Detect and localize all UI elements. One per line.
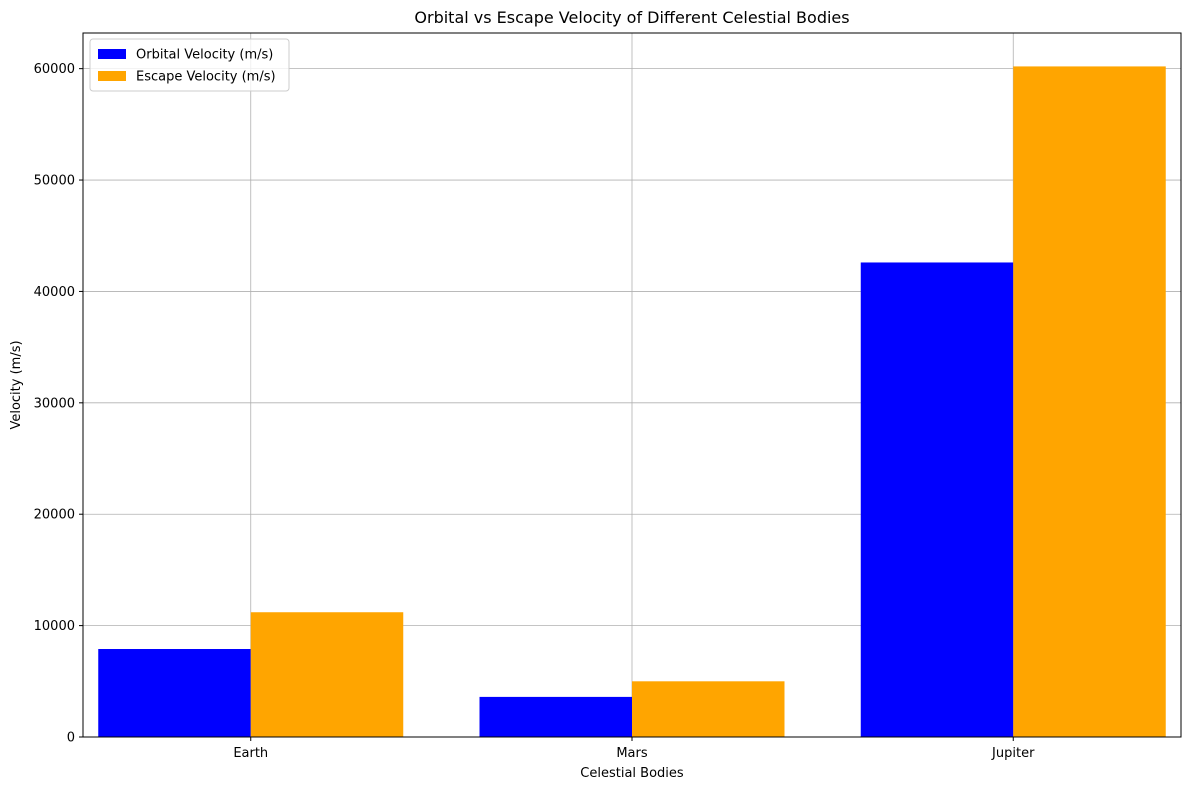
- legend-swatch: [98, 71, 126, 81]
- x-tick-label: Jupiter: [991, 746, 1035, 761]
- bar-jupiter-escape: [1013, 66, 1166, 737]
- bars: [98, 66, 1166, 737]
- y-tick-label: 40000: [34, 285, 75, 300]
- bar-earth-escape: [250, 612, 404, 737]
- bar-mars-orbital: [479, 696, 632, 737]
- y-ticks: 0 10000 20000 30000 40000 50000 60000: [34, 62, 83, 746]
- x-tick-label: Mars: [616, 746, 648, 761]
- y-tick-label: 60000: [34, 62, 75, 77]
- legend-box: [89, 38, 290, 92]
- x-ticks: Earth Mars Jupiter: [233, 737, 1035, 761]
- chart-title: Orbital vs Escape Velocity of Different …: [414, 8, 849, 27]
- legend-swatch: [98, 49, 126, 59]
- x-axis-label: Celestial Bodies: [580, 766, 684, 781]
- legend-label: Orbital Velocity (m/s): [136, 48, 273, 63]
- bar-jupiter-orbital: [860, 262, 1014, 737]
- y-tick-label: 10000: [34, 619, 75, 634]
- y-axis-label: Velocity (m/s): [9, 340, 24, 429]
- bar-mars-escape: [632, 681, 785, 737]
- legend: Orbital Velocity (m/s) Escape Velocity (m…: [89, 38, 290, 92]
- x-tick-label: Earth: [233, 746, 268, 761]
- y-tick-label: 20000: [34, 508, 75, 523]
- y-tick-label: 0: [67, 731, 75, 746]
- bar-earth-orbital: [98, 649, 251, 737]
- y-tick-label: 30000: [34, 396, 75, 411]
- y-tick-label: 50000: [34, 174, 75, 189]
- legend-label: Escape Velocity (m/s): [136, 70, 276, 85]
